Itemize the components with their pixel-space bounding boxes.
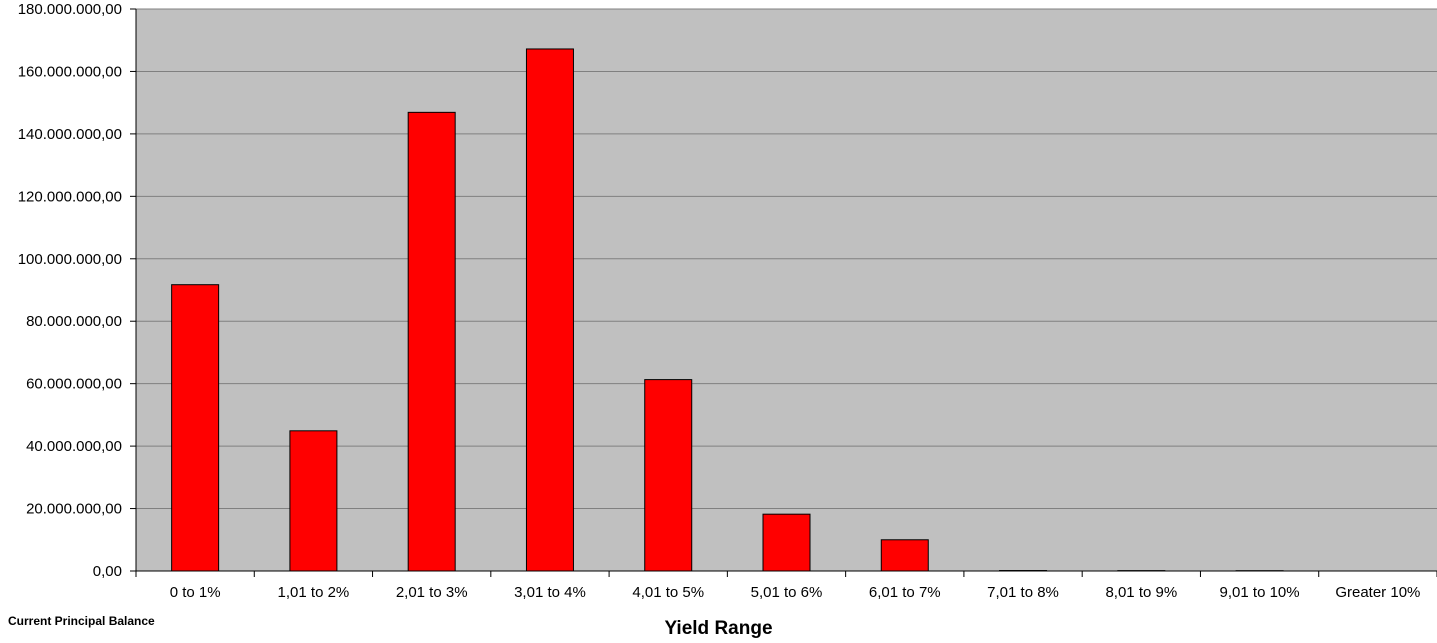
- bar: [880, 539, 929, 572]
- x-tick-label: 4,01 to 5%: [632, 584, 704, 601]
- y-tick-label: 40.000.000,00: [26, 438, 122, 455]
- bar: [171, 284, 220, 572]
- x-axis-title: Yield Range: [664, 618, 773, 639]
- x-tick-label: 3,01 to 4%: [514, 584, 586, 601]
- y-tick-label: 160.000.000,00: [18, 63, 122, 80]
- y-tick-label: 180.000.000,00: [18, 1, 122, 18]
- bar: [644, 379, 693, 572]
- gridlines: [130, 8, 1437, 572]
- bars: [171, 48, 1284, 572]
- bar: [407, 111, 456, 572]
- y-tick-label: 0,00: [93, 563, 122, 580]
- y-tick-label: 140.000.000,00: [18, 126, 122, 143]
- x-tick-label: 1,01 to 2%: [278, 584, 350, 601]
- y-tick-label: 20.000.000,00: [26, 501, 122, 518]
- x-tick-label: 5,01 to 6%: [751, 584, 823, 601]
- x-tick-label: 8,01 to 9%: [1105, 584, 1177, 601]
- y-tick-label: 100.000.000,00: [18, 251, 122, 268]
- x-tick-label: 6,01 to 7%: [869, 584, 941, 601]
- x-tick-label: 0 to 1%: [170, 584, 221, 601]
- x-tick-label: Greater 10%: [1335, 584, 1420, 601]
- axes: [135, 9, 1437, 572]
- bar: [525, 48, 574, 572]
- plot-area: [136, 9, 1437, 571]
- bar: [762, 513, 811, 572]
- x-axis-tick-labels: 0 to 1% 1,01 to 2% 2,01 to 3% 3,01 to 4% 4,0…: [135, 571, 1437, 601]
- y-tick-label: 60.000.000,00: [26, 376, 122, 393]
- series-name-label: Current Principal Balance: [8, 614, 155, 628]
- bar: [289, 430, 338, 572]
- x-tick-label: 7,01 to 8%: [987, 584, 1059, 601]
- x-tick-label: 2,01 to 3%: [396, 584, 468, 601]
- y-tick-label: 120.000.000,00: [18, 188, 122, 205]
- x-tick-label: 9,01 to 10%: [1220, 584, 1300, 601]
- y-tick-label: 80.000.000,00: [26, 313, 122, 330]
- y-axis-tick-labels: 0,00 20.000.000,00 40.000.000,00 60.000.000…: [18, 1, 122, 580]
